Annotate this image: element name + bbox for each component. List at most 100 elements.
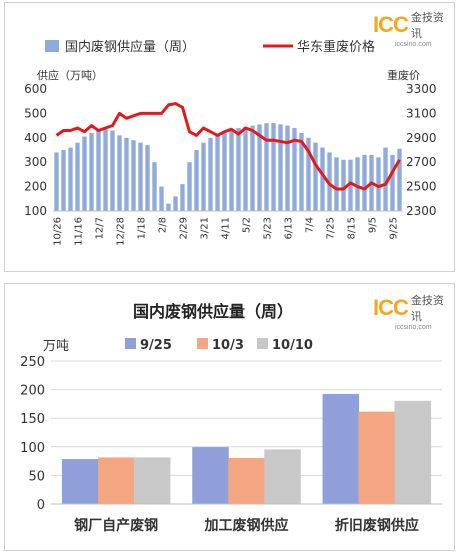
logo-mark: ICC: [373, 12, 409, 37]
x-tick-label: 11/16: [74, 217, 85, 246]
x-tick-label: 12/28: [116, 217, 127, 246]
logo-url: iccsino.com: [395, 41, 432, 48]
y-tick-label: 150: [20, 412, 45, 427]
bar-10-3: [358, 411, 396, 505]
y-right-tick-label: 2300: [406, 204, 437, 218]
y-tick-label: 200: [20, 384, 45, 399]
x-tick-label: 5/23: [263, 217, 274, 239]
supply-bar: [89, 132, 94, 211]
bar-10-10: [264, 449, 301, 505]
supply-bar: [341, 159, 346, 211]
bar-9-25: [192, 447, 229, 505]
x-tick-label: 4/11: [221, 217, 232, 239]
x-tick-label: 12/7: [95, 217, 106, 239]
supply-bar: [145, 145, 150, 211]
legend-swatch-10-10: [257, 338, 268, 349]
legend-swatch-9-25: [125, 338, 136, 349]
supply-bar: [201, 142, 206, 211]
y-right-tick-label: 2500: [406, 180, 437, 194]
y-left-tick-label: 100: [24, 204, 47, 218]
supply-bar: [278, 124, 283, 211]
weekly-supply-price-chart: 国内废钢供应量（周） 华东重废价格 供应（万吨） 重废价 100 200 300 400 500…: [4, 2, 455, 272]
supply-bar: [362, 154, 367, 211]
icc-logo: ICC 金技资讯 iccsino.com: [373, 9, 454, 48]
supply-bar: [313, 142, 318, 211]
supply-breakdown-chart: 国内废钢供应量（周） 万吨 9/25 10/3 10/10 0 50 100 150 200 250…: [4, 283, 455, 551]
supply-bar: [397, 148, 402, 211]
x-tick-label: 7/4: [305, 217, 316, 233]
icc-logo: ICC 金技资讯 iccsino.com: [373, 292, 454, 331]
supply-bar: [334, 157, 339, 211]
x-tick-label: 7/25: [326, 217, 337, 239]
x-tick-label: 9/25: [389, 217, 400, 239]
y-right-tick-label: 2700: [406, 155, 437, 169]
supply-bar: [257, 124, 262, 211]
supply-bar: [166, 203, 171, 211]
legend-swatch-supply: [45, 40, 59, 52]
supply-bar: [320, 147, 325, 211]
supply-bar: [208, 137, 213, 211]
supply-bar: [383, 147, 388, 211]
supply-bar: [68, 147, 73, 211]
x-tick-label: 5/2: [242, 217, 253, 233]
supply-bar: [222, 132, 227, 211]
bar-10-3: [228, 457, 265, 505]
supply-bar: [194, 150, 199, 211]
chart-title: 国内废钢供应量（周）: [133, 302, 293, 321]
x-category-label: 折旧废钢供应: [335, 517, 419, 534]
y-left-tick-label: 600: [24, 82, 47, 96]
legend-label-10-10: 10/10: [272, 338, 313, 353]
supply-bar: [187, 162, 192, 211]
y-left-tick-label: 400: [24, 131, 47, 145]
supply-bar: [285, 125, 290, 211]
supply-bar: [390, 154, 395, 211]
logo-mark: ICC: [373, 295, 409, 320]
supply-bar: [292, 128, 297, 211]
x-tick-label: 3/21: [200, 217, 211, 239]
x-tick-label: 8/15: [347, 217, 358, 239]
supply-bar: [110, 130, 115, 211]
supply-bar: [180, 184, 185, 211]
supply-bar: [173, 196, 178, 211]
supply-bar: [54, 152, 59, 211]
y-tick-label: 0: [37, 498, 45, 513]
y-left-tick-label: 200: [24, 180, 47, 194]
logo-name: 金技资讯: [410, 294, 444, 323]
y-tick-label: 100: [20, 441, 45, 456]
legend-swatch-10-3: [197, 338, 208, 349]
supply-bar: [236, 128, 241, 211]
legend-label-9-25: 9/25: [140, 338, 172, 353]
supply-bar: [348, 159, 353, 211]
supply-bar: [117, 135, 122, 211]
logo-url: iccsino.com: [395, 324, 432, 331]
bar-10-10: [394, 400, 432, 505]
supply-bar: [243, 126, 248, 211]
y-right-tick-label: 2900: [406, 131, 437, 145]
chart-2-canvas: 国内废钢供应量（周） 万吨 9/25 10/3 10/10 0 50 100 150 200 250…: [20, 302, 442, 534]
supply-bar: [264, 123, 269, 211]
supply-bar: [376, 157, 381, 211]
supply-bar: [138, 142, 143, 211]
legend-label-10-3: 10/3: [212, 338, 244, 353]
supply-bar: [103, 128, 108, 211]
bar-9-25: [322, 393, 360, 505]
supply-bar: [250, 125, 255, 211]
bar-10-10: [133, 457, 171, 505]
y-right-tick-label: 3300: [406, 82, 437, 96]
x-category-label: 加工废钢供应: [204, 517, 289, 534]
supply-bar: [124, 137, 129, 211]
supply-bar: [215, 135, 220, 211]
y-tick-label: 250: [20, 355, 45, 370]
supply-bar: [271, 123, 276, 211]
y-left-tick-label: 300: [24, 155, 47, 169]
bar-10-3: [97, 457, 135, 505]
legend-label-supply: 国内废钢供应量（周）: [65, 39, 195, 55]
x-tick-label: 1/18: [137, 217, 148, 239]
x-category-label: 钢厂自产废钢: [74, 517, 158, 534]
y-left-tick-label: 500: [24, 106, 47, 120]
legend-label-price: 华东重废价格: [297, 39, 375, 55]
bar-9-25: [61, 459, 99, 505]
x-tick-label: 10/26: [53, 217, 64, 246]
supply-bar: [306, 137, 311, 211]
